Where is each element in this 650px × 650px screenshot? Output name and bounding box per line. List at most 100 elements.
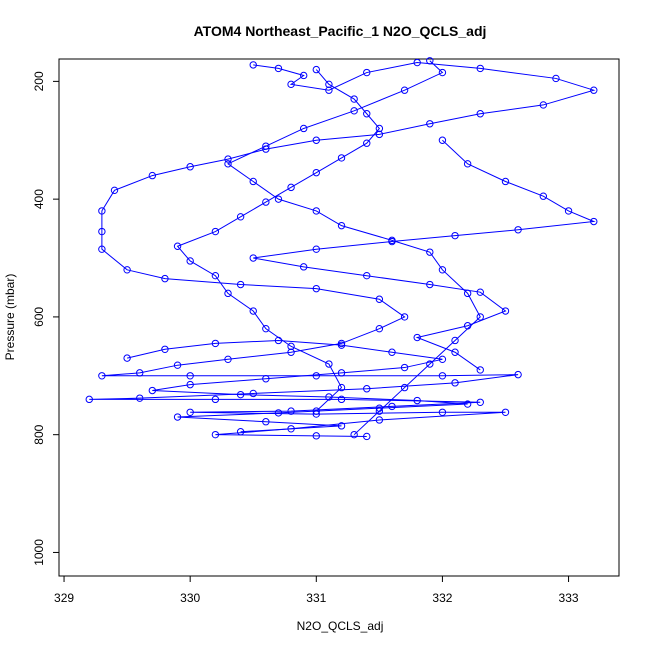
data-point (224, 289, 232, 298)
data-point (463, 400, 472, 408)
data-point (211, 339, 220, 348)
y-tick-label: 1000 (32, 539, 46, 566)
data-point (249, 254, 257, 262)
data-point (388, 402, 396, 411)
data-point (312, 372, 320, 380)
data-point (98, 245, 106, 253)
data-point (312, 245, 320, 253)
data-point (375, 404, 384, 412)
data-point (148, 386, 157, 395)
data-point (426, 57, 434, 65)
data-point (173, 242, 182, 250)
data-point (363, 139, 371, 147)
data-point (438, 372, 447, 380)
data-point (161, 274, 169, 283)
y-axis: 200 400 600 800 1000 (32, 71, 59, 566)
series-line (89, 62, 596, 437)
data-point (375, 130, 384, 139)
data-point (123, 266, 131, 274)
data-point (287, 183, 295, 192)
data-point (350, 95, 358, 103)
data-point (262, 324, 270, 333)
data-point (476, 313, 484, 321)
data-point (110, 186, 119, 195)
data-point (312, 284, 320, 293)
data-point (463, 160, 472, 168)
data-point (312, 168, 320, 177)
data-point (173, 361, 182, 369)
data-point (186, 372, 194, 380)
data-point (375, 124, 384, 133)
data-point (552, 74, 560, 83)
data-point (98, 372, 106, 380)
data-point (451, 379, 459, 387)
data-point (262, 142, 270, 150)
data-point (274, 195, 283, 203)
data-point (501, 177, 510, 186)
data-point (287, 407, 295, 415)
y-tick-label: 200 (32, 71, 46, 91)
data-point (476, 110, 484, 118)
x-tick-label: 332 (432, 591, 452, 605)
series-line (227, 60, 481, 436)
data-point (363, 110, 371, 118)
data-point (186, 257, 194, 265)
data-point (438, 266, 447, 274)
data-point (211, 395, 220, 404)
data-point (363, 432, 371, 441)
data-point (426, 248, 434, 256)
data-point (476, 398, 484, 406)
data-point (274, 409, 283, 417)
data-point (413, 58, 421, 67)
data-point (463, 322, 472, 330)
data-point (249, 307, 257, 315)
data-point (375, 416, 384, 424)
data-point (363, 68, 371, 77)
y-tick-label: 800 (32, 424, 46, 444)
data-point (426, 360, 434, 368)
series-line (253, 139, 596, 371)
data-point (211, 430, 220, 439)
data-point (350, 107, 358, 115)
data-point (85, 395, 93, 404)
data-point (262, 418, 270, 426)
data-point (186, 408, 194, 417)
data-point (136, 369, 144, 377)
data-point (236, 213, 245, 221)
data-point (236, 390, 245, 399)
data-point (590, 86, 598, 94)
data-point (590, 217, 598, 226)
data-point (438, 355, 447, 364)
data-point (312, 65, 320, 74)
series-line (126, 339, 468, 433)
data-point (514, 370, 522, 379)
y-axis-label: Pressure (mbar) (3, 274, 17, 361)
x-tick-label: 331 (306, 591, 326, 605)
data-point (337, 383, 346, 392)
data-point (287, 342, 295, 351)
data-point (312, 136, 320, 144)
data-point (337, 154, 346, 162)
data-point (224, 155, 232, 163)
data-point (224, 160, 232, 168)
plot-frame (58, 58, 620, 577)
data-point (400, 86, 409, 94)
data-point (325, 393, 333, 401)
data-point (388, 237, 396, 246)
data-point (388, 348, 396, 356)
data-point (451, 336, 459, 345)
data-point (262, 375, 270, 383)
data-point (451, 231, 459, 240)
data-point (224, 355, 232, 364)
data-point (287, 80, 295, 89)
data-point (287, 348, 295, 356)
data-point (312, 432, 320, 440)
data-point (337, 395, 346, 404)
data-point (539, 101, 548, 109)
data-point (400, 383, 409, 392)
data-point (236, 280, 245, 289)
data-point (350, 430, 358, 439)
data-point (337, 422, 346, 430)
data-point (325, 86, 333, 94)
data-point (337, 369, 346, 377)
